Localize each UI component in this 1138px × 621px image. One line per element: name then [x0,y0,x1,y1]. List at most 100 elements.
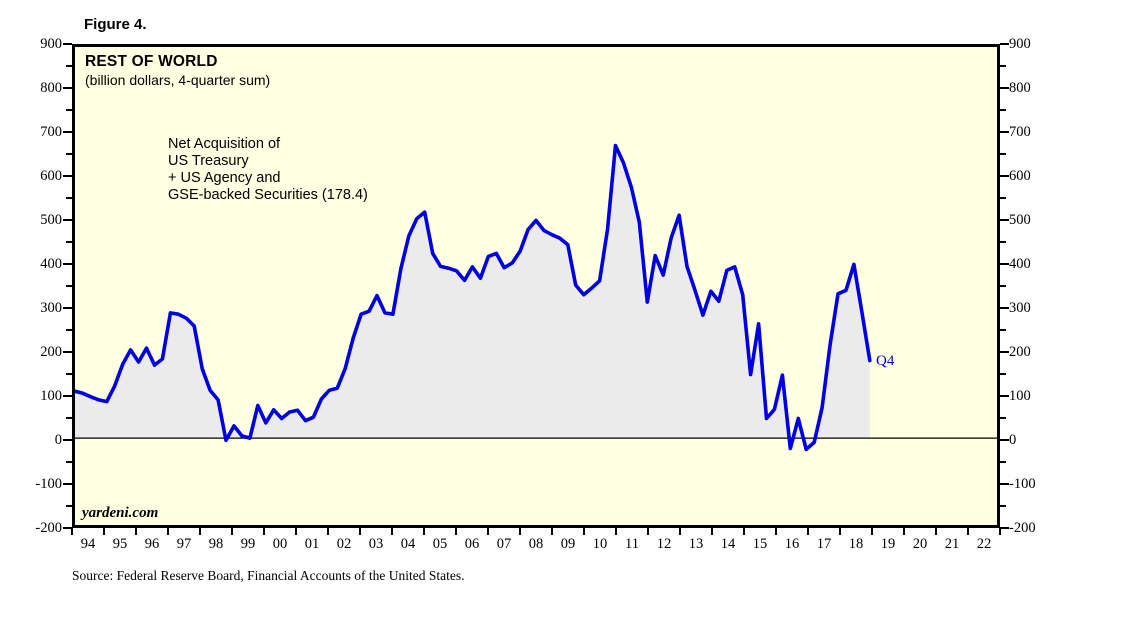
y-axis-tick-left [66,241,72,243]
y-axis-tick-left [66,417,72,419]
chart-canvas [75,143,997,452]
chart-subtitle: (billion dollars, 4-quarter sum) [85,72,271,88]
x-axis-tick [903,528,905,535]
y-axis-tick-right [1000,351,1009,353]
x-axis-label: 97 [176,536,192,552]
y-axis-tick-left [63,131,72,133]
x-axis-tick [935,528,937,535]
y-axis-label-right: 700 [1009,124,1031,140]
x-axis-label: 20 [912,536,928,552]
x-axis-tick [167,528,169,535]
y-axis-tick-right [1000,241,1006,243]
y-axis-tick-left [66,461,72,463]
x-axis-label: 03 [368,536,384,552]
y-axis-label-left: 300 [40,300,62,316]
x-axis-tick [263,528,265,535]
x-axis-tick [71,528,73,535]
y-axis-tick-left [63,175,72,177]
y-axis-tick-left [66,197,72,199]
y-axis-tick-right [1000,505,1006,507]
y-axis-label-left: 800 [40,80,62,96]
x-axis-tick [103,528,105,535]
annotation-line: + US Agency and [168,170,281,186]
x-axis-tick [775,528,777,535]
x-axis-tick [647,528,649,535]
y-axis-tick-right [1000,527,1009,529]
y-axis-tick-right [1000,483,1009,485]
y-axis-tick-right [1000,263,1009,265]
x-axis-tick [231,528,233,535]
x-axis-label: 05 [432,536,448,552]
y-axis-tick-left [66,65,72,67]
x-axis-tick [327,528,329,535]
y-axis-tick-left [63,351,72,353]
y-axis-tick-right [1000,153,1006,155]
y-axis-tick-right [1000,65,1006,67]
y-axis-label-left: 0 [54,432,62,448]
x-axis-label: 98 [208,536,224,552]
y-axis-tick-right [1000,131,1009,133]
x-axis-tick [423,528,425,535]
x-axis-tick [199,528,201,535]
x-axis-tick [615,528,617,535]
x-axis-label: 06 [464,536,480,552]
x-axis-tick [967,528,969,535]
y-axis-tick-right [1000,285,1006,287]
x-axis-label: 21 [944,536,960,552]
area-fill [75,145,870,450]
y-axis-tick-right [1000,461,1006,463]
y-axis-label-left: 600 [40,168,62,184]
y-axis-tick-left [63,527,72,529]
x-axis-label: 11 [625,536,639,552]
x-axis-label: 00 [272,536,288,552]
y-axis-tick-right [1000,109,1006,111]
annotation-line: GSE-backed Securities (178.4) [168,187,368,203]
x-axis-tick [487,528,489,535]
y-axis-label-left: 700 [40,124,62,140]
source-note: Source: Federal Reserve Board, Financial… [72,568,465,583]
y-axis-tick-left [66,329,72,331]
y-axis-label-right: 600 [1009,168,1031,184]
y-axis-tick-left [66,285,72,287]
x-axis-label: 96 [144,536,160,552]
y-axis-tick-left [63,483,72,485]
x-axis-label: 95 [112,536,128,552]
x-axis-tick [999,528,1001,535]
y-axis-label-left: 400 [40,256,62,272]
y-axis-tick-left [63,263,72,265]
x-axis-tick [391,528,393,535]
y-axis-tick-left [63,219,72,221]
y-axis-tick-left [63,307,72,309]
x-axis-label: 19 [880,536,896,552]
y-axis-label-right: -100 [1009,476,1036,492]
y-axis-tick-right [1000,395,1009,397]
y-axis-label-left: 500 [40,212,62,228]
y-axis-label-right: 100 [1009,388,1031,404]
x-axis-tick [807,528,809,535]
figure-label: Figure 4. [84,16,147,33]
x-axis-label: 18 [848,536,864,552]
annotation-line: US Treasury [168,153,249,169]
y-axis-tick-right [1000,329,1006,331]
watermark: yardeni.com [82,505,159,521]
x-axis-label: 17 [816,536,832,552]
x-axis-label: 08 [528,536,544,552]
x-axis-tick [295,528,297,535]
y-axis-tick-right [1000,439,1009,441]
x-axis-label: 12 [656,536,672,552]
y-axis-label-right: 900 [1009,36,1031,52]
y-axis-label-right: -200 [1009,520,1036,536]
latest-quarter-label: Q4 [876,353,895,369]
y-axis-tick-right [1000,373,1006,375]
y-axis-tick-left [63,395,72,397]
y-axis-label-left: -100 [35,476,62,492]
x-axis-tick [711,528,713,535]
y-axis-label-right: 300 [1009,300,1031,316]
y-axis-tick-left [66,373,72,375]
x-axis-tick [455,528,457,535]
x-axis-tick [871,528,873,535]
y-axis-tick-right [1000,43,1009,45]
x-axis-tick [583,528,585,535]
x-axis-label: 07 [496,536,512,552]
x-axis-label: 22 [976,536,992,552]
